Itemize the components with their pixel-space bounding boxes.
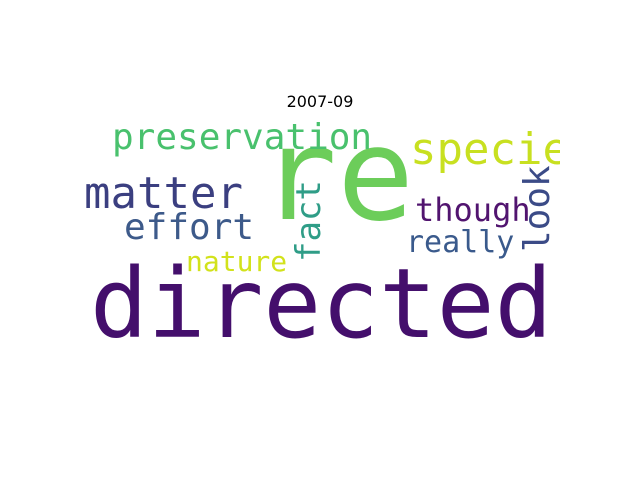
word-though: though — [415, 191, 531, 229]
word-fact: fact — [289, 180, 329, 262]
word-matter: matter — [84, 168, 243, 219]
word-look: look — [517, 165, 558, 252]
figure-title: 2007-09 — [286, 92, 354, 111]
word-specie: specie — [410, 124, 560, 175]
word-really: really — [406, 225, 515, 260]
word-re: re — [260, 120, 415, 250]
word-effort: effort — [124, 207, 255, 248]
word-nature: nature — [186, 245, 288, 278]
word-directed: directed — [90, 248, 553, 360]
word-preservation: preservation — [112, 120, 373, 158]
word-cloud: directed re preservation specie matter e… — [80, 120, 560, 360]
